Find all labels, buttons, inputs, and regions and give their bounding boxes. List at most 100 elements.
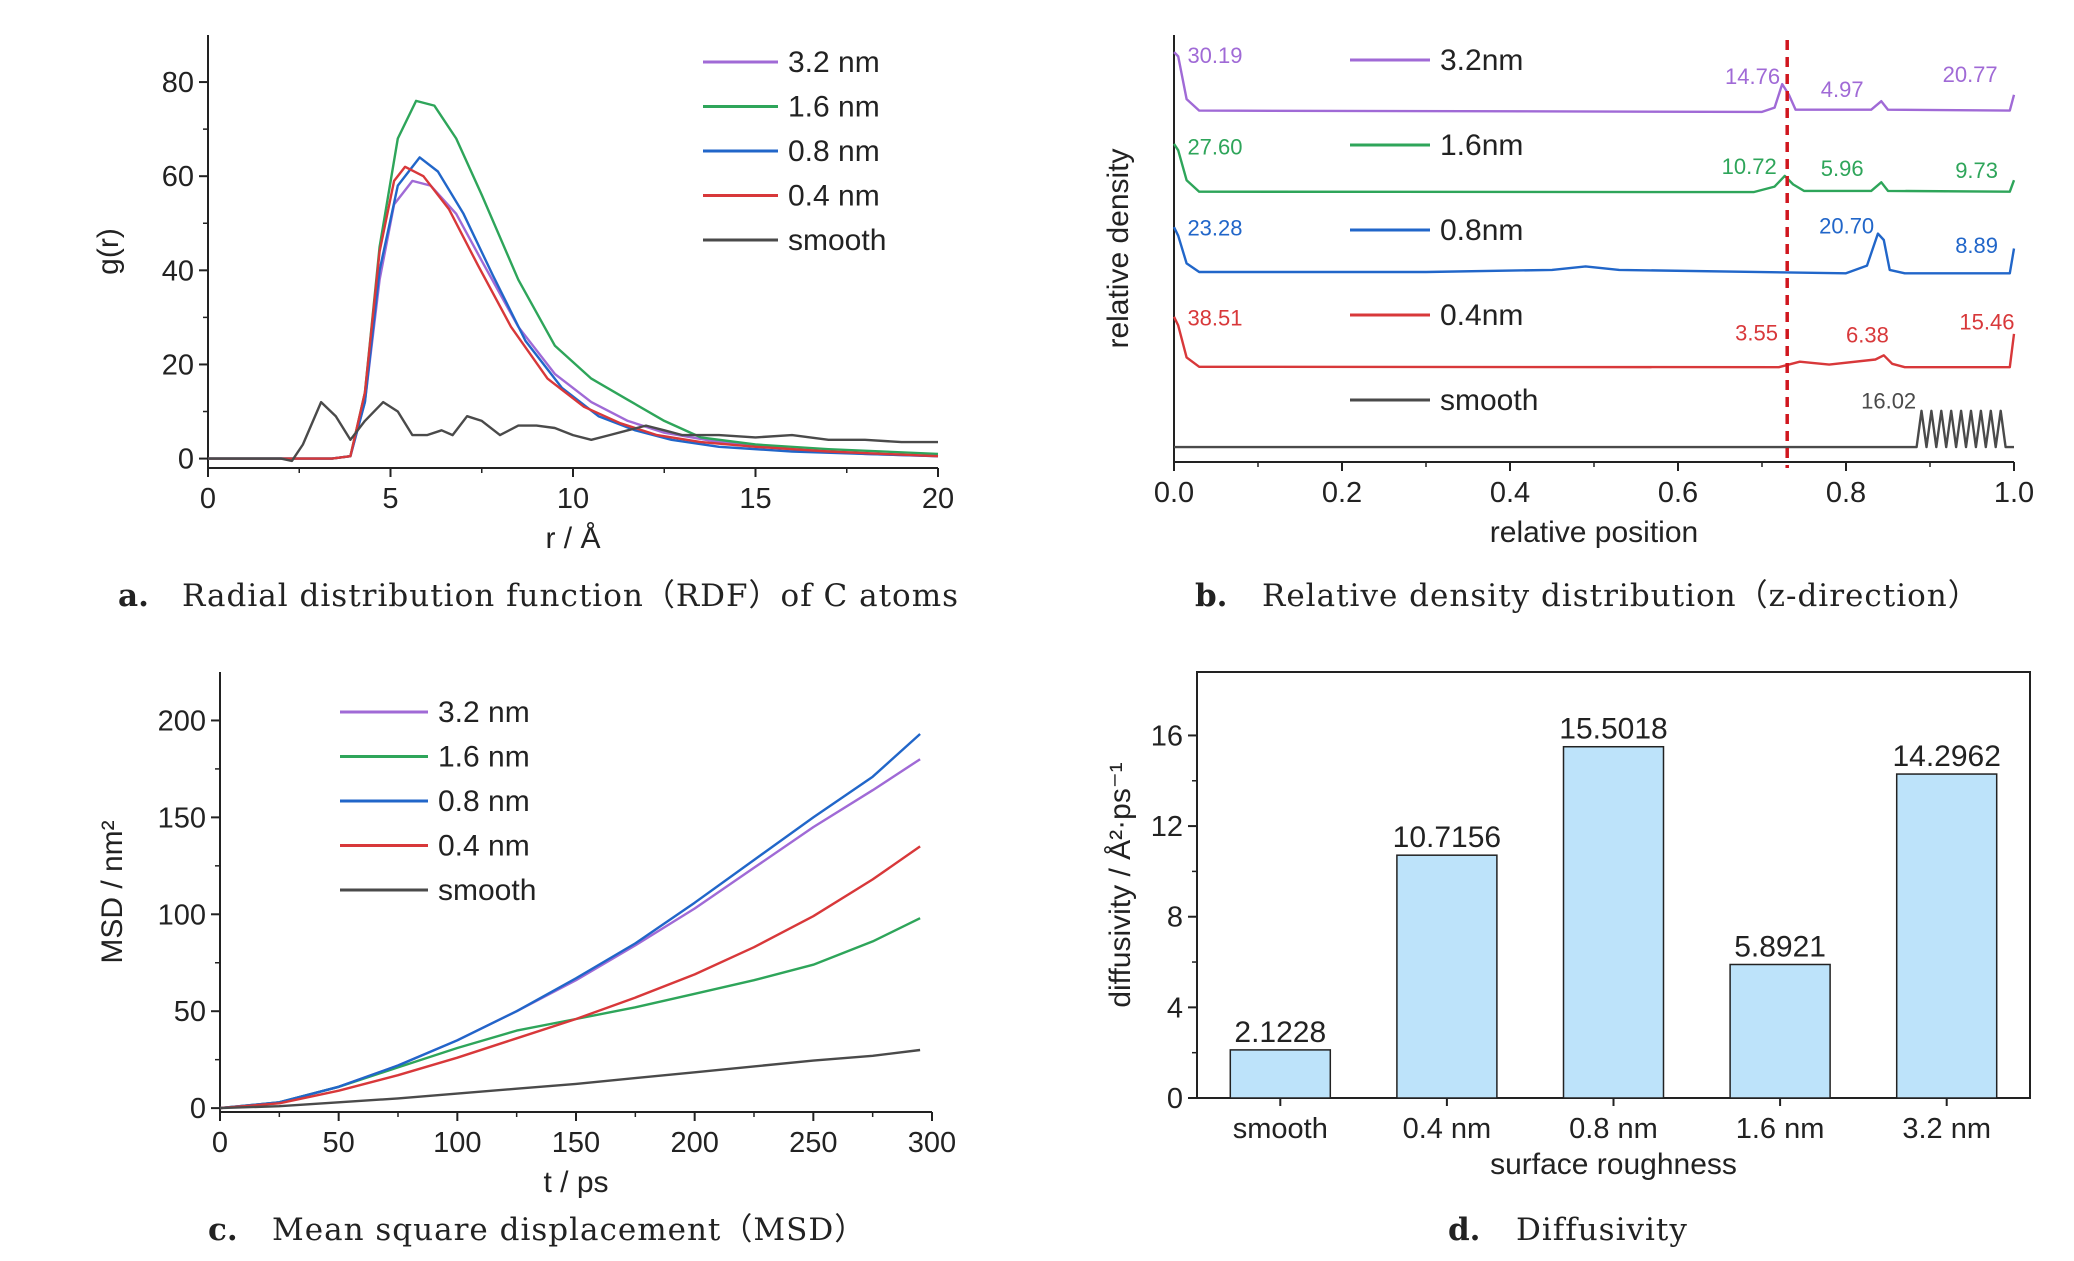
y-tick-label: 16 [1151, 720, 1183, 752]
legend-label: smooth [1440, 384, 1538, 417]
data-label: 3.55 [1735, 320, 1778, 345]
x-tick-label: 0.6 [1658, 477, 1698, 509]
x-tick-label: 0.8 [1826, 477, 1866, 509]
caption-c-text: Mean square displacement（MSD） [272, 1212, 866, 1248]
panel-a-rdf-chart: 0 5 10 15 20 0 20 40 60 80 r / Å g(r) 3.2 nm 1.6 nm 0.… [92, 35, 954, 555]
data-label: 8.89 [1955, 233, 1998, 258]
legend-label: 1.6nm [1440, 129, 1523, 162]
legend-label: smooth [788, 224, 886, 257]
data-label: 9.73 [1955, 158, 1998, 183]
series-line-3.2nm [219, 758, 921, 1110]
series-line-0.8nm [1172, 226, 2016, 275]
y-tick-label: 12 [1151, 811, 1183, 843]
series-line-smooth [219, 1048, 921, 1110]
bar-value-label: 14.2962 [1892, 740, 2000, 773]
data-label: 27.60 [1187, 135, 1242, 160]
legend-label: 1.6 nm [438, 741, 530, 774]
x-axis-label: r / Å [545, 522, 600, 555]
series-line-smooth [1174, 409, 2014, 449]
y-tick-label: 60 [162, 161, 194, 193]
legend-label: 0.4 nm [788, 180, 880, 213]
y-axis-label: relative density [1102, 148, 1135, 348]
data-label: 15.46 [1959, 310, 2014, 335]
bar-3.2nm [1895, 773, 1998, 1099]
legend-label: smooth [438, 874, 536, 907]
legend-label: 3.2nm [1440, 44, 1523, 77]
data-label: 20.70 [1819, 214, 1874, 239]
data-label: 23.28 [1187, 216, 1242, 241]
legend-label: 0.8nm [1440, 214, 1523, 247]
data-label: 5.96 [1821, 156, 1864, 181]
x-tick-label: 10 [557, 483, 589, 515]
x-tick-label: 1.6 nm [1736, 1113, 1825, 1145]
y-tick-label: 4 [1167, 992, 1183, 1024]
legend-label: 0.8 nm [438, 785, 530, 818]
bar-value-label: 15.5018 [1559, 713, 1667, 746]
y-tick-label: 150 [158, 802, 206, 834]
caption-c-letter: c. [208, 1212, 238, 1248]
panel-d-diffusivity-chart: 0 4 8 12 16 2.1228 smooth 10.7156 0.4 nm 15.5018 0… [1104, 671, 2031, 1181]
panel-c-msd-chart: 0 50 100 150 200 250 300 0 50 100 150 200 t / ps MSD … [96, 672, 956, 1199]
y-tick-label: 40 [162, 255, 194, 287]
data-label: 38.51 [1187, 305, 1242, 330]
x-axis-label: t / ps [543, 1166, 608, 1199]
x-tick-label: 0.8 nm [1569, 1113, 1658, 1145]
y-axis-label: g(r) [92, 228, 125, 275]
x-tick-label: 0.2 [1322, 477, 1362, 509]
legend-label: 1.6 nm [788, 91, 880, 124]
x-tick-label: 0 [212, 1127, 228, 1159]
x-tick-label: 50 [323, 1127, 355, 1159]
data-label: 14.76 [1725, 64, 1780, 89]
y-tick-label: 200 [158, 705, 206, 737]
series-line-0.8nm [208, 156, 939, 460]
x-tick-label: 15 [739, 483, 771, 515]
data-label: 30.19 [1187, 43, 1242, 68]
series-line-0.8nm [219, 733, 921, 1110]
x-axis-label: relative position [1490, 516, 1698, 549]
y-tick-label: 0 [178, 444, 194, 476]
legend-label: 3.2 nm [438, 696, 530, 729]
y-tick-label: 0 [190, 1093, 206, 1125]
series-line-3.2nm [208, 179, 939, 460]
data-label: 20.77 [1943, 62, 1998, 87]
data-label: 10.72 [1722, 154, 1777, 179]
x-tick-label: 250 [789, 1127, 837, 1159]
x-tick-label: 300 [908, 1127, 956, 1159]
data-label: 4.97 [1821, 77, 1864, 102]
series-line-0.4nm [208, 165, 939, 460]
series-line-1.6nm [219, 917, 921, 1110]
y-tick-label: 8 [1167, 902, 1183, 934]
y-tick-label: 80 [162, 67, 194, 99]
y-tick-label: 100 [158, 899, 206, 931]
x-axis-label: surface roughness [1490, 1148, 1737, 1181]
x-tick-label: 20 [922, 483, 954, 515]
caption-d-letter: d. [1448, 1212, 1480, 1248]
bar-value-label: 5.8921 [1734, 930, 1826, 963]
bar-1.6nm [1729, 963, 1831, 1099]
caption-a-letter: a. [118, 578, 149, 614]
caption-b-text: Relative density distribution（z-directio… [1262, 578, 1980, 614]
data-label: 16.02 [1861, 389, 1916, 414]
series-line-3.2nm [1173, 51, 2016, 114]
bar-smooth [1229, 1049, 1332, 1099]
y-axis-label: MSD / nm² [96, 820, 129, 963]
series-line-0.4nm [1172, 316, 2016, 369]
legend-label: 0.8 nm [788, 135, 880, 168]
bar-value-label: 2.1228 [1234, 1016, 1326, 1049]
legend-label: 3.2 nm [788, 46, 880, 79]
series-line-1.6nm [1172, 143, 2016, 194]
bar-0.4nm [1396, 854, 1498, 1099]
x-tick-label: 100 [433, 1127, 481, 1159]
x-tick-label: 150 [552, 1127, 600, 1159]
x-tick-label: 1.0 [1994, 477, 2034, 509]
x-tick-label: 0.0 [1154, 477, 1194, 509]
x-tick-label: smooth [1233, 1113, 1328, 1145]
x-tick-label: 3.2 nm [1902, 1113, 1991, 1145]
caption-b-letter: b. [1195, 578, 1227, 614]
series-line-0.4nm [219, 845, 921, 1110]
x-tick-label: 200 [670, 1127, 718, 1159]
y-tick-label: 20 [162, 349, 194, 381]
y-axis-label: diffusivity / Å²·ps⁻¹ [1104, 762, 1137, 1007]
bar-value-label: 10.7156 [1393, 821, 1501, 854]
